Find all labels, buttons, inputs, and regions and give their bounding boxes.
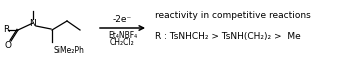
- Text: CH₂Cl₂: CH₂Cl₂: [110, 38, 135, 47]
- Text: Et₄NBF₄: Et₄NBF₄: [108, 31, 137, 40]
- Text: N: N: [30, 18, 37, 28]
- Text: SiMe₂Ph: SiMe₂Ph: [54, 46, 85, 55]
- Text: R: R: [3, 25, 9, 35]
- Text: reactivity in competitive reactions: reactivity in competitive reactions: [155, 10, 311, 20]
- Text: -2e⁻: -2e⁻: [113, 15, 132, 24]
- Text: R : TsNHCH₂ > TsNH(CH₂)₂ >  Me: R : TsNHCH₂ > TsNH(CH₂)₂ > Me: [155, 33, 301, 41]
- Text: O: O: [5, 41, 11, 51]
